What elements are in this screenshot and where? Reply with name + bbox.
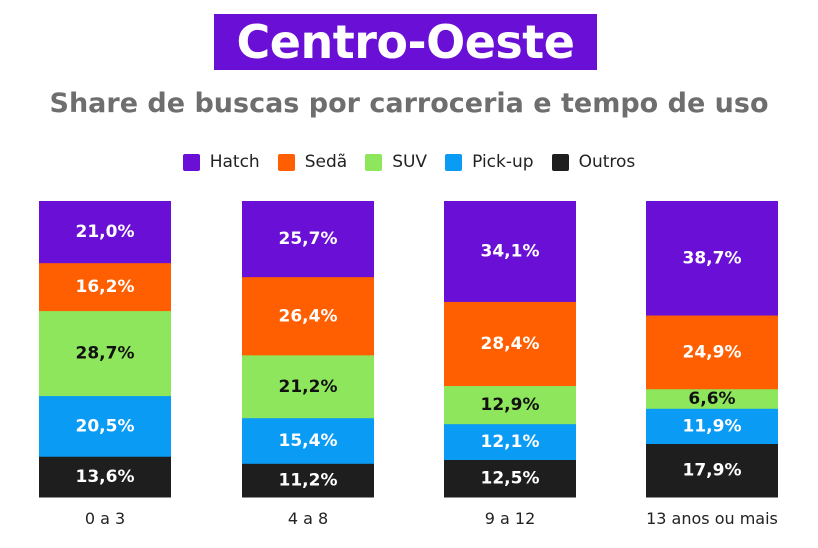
bar-pick-up-13-anos-ou-mais — [646, 408, 778, 445]
data-label-seda-13-anos-ou-mais: 24,9% — [683, 342, 742, 362]
legend-item-hatch: Hatch — [182, 152, 260, 172]
title-banner: Centro-Oeste — [214, 14, 597, 70]
legend-label-seda: Sedã — [304, 152, 348, 172]
data-label-pick-up-9-a-12: 12,1% — [481, 432, 540, 452]
category-label-0-a-3: 0 a 3 — [85, 509, 125, 528]
bar-hatch-4-a-8 — [242, 201, 374, 278]
legend-label-pickup: Pick-up — [472, 152, 534, 172]
data-label-hatch-13-anos-ou-mais: 38,7% — [683, 248, 742, 268]
chart-title: Centro-Oeste — [236, 15, 575, 69]
bar-outros-0-a-3 — [39, 456, 171, 498]
legend-swatch-outros — [551, 153, 569, 171]
data-label-hatch-0-a-3: 21,0% — [76, 222, 135, 242]
data-label-outros-0-a-3: 13,6% — [76, 467, 135, 487]
legend-swatch-hatch — [182, 153, 200, 171]
bar-suv-9-a-12 — [444, 386, 576, 425]
legend-swatch-seda — [277, 153, 295, 171]
data-label-pick-up-0-a-3: 20,5% — [76, 416, 135, 436]
data-label-suv-13-anos-ou-mais: 6,6% — [688, 389, 735, 409]
bar-suv-13-anos-ou-mais — [646, 389, 778, 410]
bar-hatch-9-a-12 — [444, 201, 576, 303]
category-label-13-anos-ou-mais: 13 anos ou mais — [646, 509, 778, 528]
legend-item-suv: SUV — [365, 152, 427, 172]
data-label-seda-0-a-3: 16,2% — [76, 277, 135, 297]
legend-label-hatch: Hatch — [209, 152, 260, 172]
data-label-hatch-9-a-12: 34,1% — [481, 241, 540, 261]
data-label-outros-13-anos-ou-mais: 17,9% — [683, 461, 742, 481]
legend-item-seda: Sedã — [277, 152, 348, 172]
legend-swatch-suv — [365, 153, 383, 171]
data-label-suv-9-a-12: 12,9% — [481, 395, 540, 415]
bar-pick-up-9-a-12 — [444, 424, 576, 461]
bar-hatch-13-anos-ou-mais — [646, 201, 778, 317]
data-label-outros-4-a-8: 11,2% — [279, 470, 338, 490]
bar-outros-13-anos-ou-mais — [646, 444, 778, 498]
bar-seda-13-anos-ou-mais — [646, 315, 778, 390]
bar-pick-up-0-a-3 — [39, 396, 171, 458]
legend-item-pickup: Pick-up — [445, 152, 534, 172]
bar-outros-9-a-12 — [444, 460, 576, 498]
bar-seda-4-a-8 — [242, 277, 374, 356]
bar-pick-up-4-a-8 — [242, 418, 374, 465]
data-label-outros-9-a-12: 12,5% — [481, 469, 540, 489]
legend: Hatch Sedã SUV Pick-up Outros — [0, 152, 818, 172]
chart-subtitle: Share de buscas por carroceria e tempo d… — [49, 88, 769, 119]
category-label-4-a-8: 4 a 8 — [288, 509, 328, 528]
bar-outros-4-a-8 — [242, 463, 374, 498]
data-label-pick-up-4-a-8: 15,4% — [279, 431, 338, 451]
bar-hatch-0-a-3 — [39, 201, 171, 264]
bar-suv-0-a-3 — [39, 311, 171, 397]
category-label-9-a-12: 9 a 12 — [485, 509, 536, 528]
bar-seda-0-a-3 — [39, 263, 171, 312]
data-label-pick-up-13-anos-ou-mais: 11,9% — [683, 416, 742, 436]
bar-seda-9-a-12 — [444, 301, 576, 387]
data-label-suv-4-a-8: 21,2% — [279, 377, 338, 397]
data-label-seda-9-a-12: 28,4% — [481, 334, 540, 354]
data-label-hatch-4-a-8: 25,7% — [279, 229, 338, 249]
bar-suv-4-a-8 — [242, 355, 374, 419]
legend-item-outros: Outros — [551, 152, 636, 172]
data-label-suv-0-a-3: 28,7% — [76, 344, 135, 364]
data-label-seda-4-a-8: 26,4% — [279, 306, 338, 326]
legend-swatch-pickup — [445, 153, 463, 171]
legend-label-outros: Outros — [578, 152, 636, 172]
legend-label-suv: SUV — [392, 152, 428, 172]
